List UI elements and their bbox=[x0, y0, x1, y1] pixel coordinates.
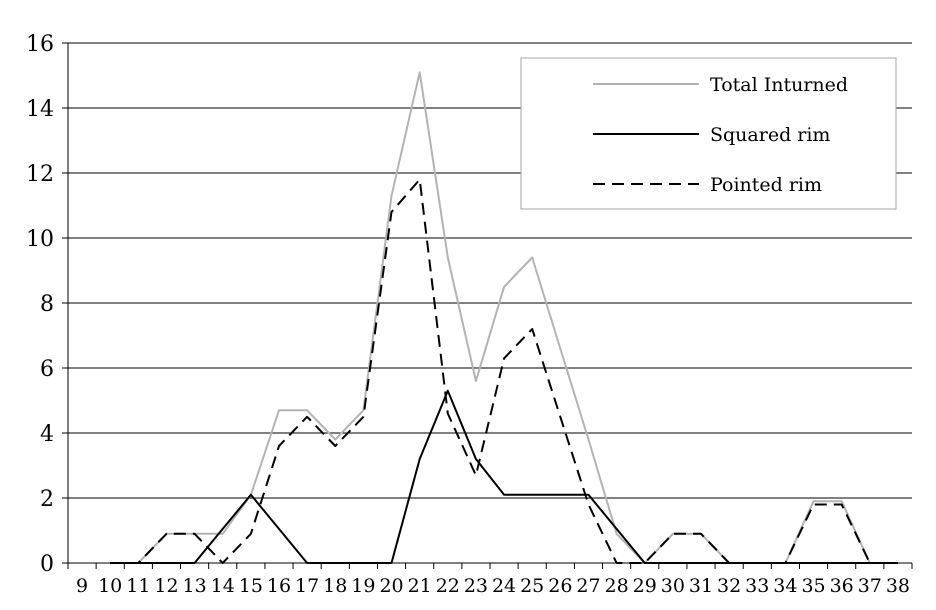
gridlines bbox=[68, 42, 912, 499]
x-tick-label: 17 bbox=[295, 575, 319, 597]
x-tick-label: 35 bbox=[801, 575, 825, 597]
y-tick-label: 4 bbox=[40, 422, 54, 447]
x-tick-label: 28 bbox=[605, 575, 629, 597]
y-axis-ticks: 0 2 4 6 8 10 12 14 16 bbox=[26, 32, 68, 577]
x-axis-ticks: 9 10 11 12 13 14 15 16 17 18 19 20 21 22 23 24 25 26 27 28 2… bbox=[67, 563, 913, 597]
legend-label: Pointed rim bbox=[710, 174, 822, 196]
legend-label: Squared rim bbox=[710, 124, 830, 146]
y-tick-label: 0 bbox=[40, 552, 54, 577]
x-tick-label: 14 bbox=[211, 575, 235, 597]
x-tick-label: 32 bbox=[717, 575, 741, 597]
x-tick-label: 16 bbox=[267, 575, 291, 597]
x-tick-label: 34 bbox=[773, 575, 797, 597]
legend: Total Inturned Squared rim Pointed rim bbox=[520, 57, 897, 210]
x-tick-label: 37 bbox=[858, 575, 882, 597]
x-tick-label: 24 bbox=[492, 575, 516, 597]
x-tick-label: 11 bbox=[126, 575, 150, 597]
x-tick-label: 27 bbox=[576, 575, 600, 597]
x-tick-label: 12 bbox=[154, 575, 178, 597]
x-tick-label: 9 bbox=[76, 575, 88, 597]
y-tick-label: 8 bbox=[40, 292, 54, 317]
y-tick-label: 16 bbox=[26, 32, 54, 57]
x-tick-label: 13 bbox=[183, 575, 207, 597]
y-tick-label: 6 bbox=[40, 357, 54, 382]
x-tick-label: 20 bbox=[379, 575, 403, 597]
x-tick-label: 15 bbox=[239, 575, 263, 597]
series-line-squared-rim bbox=[110, 389, 898, 564]
x-tick-label: 22 bbox=[436, 575, 460, 597]
y-tick-label: 12 bbox=[26, 162, 54, 187]
x-tick-label: 31 bbox=[689, 575, 713, 597]
y-tick-label: 14 bbox=[26, 97, 54, 122]
legend-label: Total Inturned bbox=[710, 74, 848, 96]
x-tick-label: 21 bbox=[408, 575, 432, 597]
x-tick-label: 36 bbox=[830, 575, 854, 597]
y-tick-label: 10 bbox=[26, 227, 54, 252]
axes bbox=[67, 43, 912, 564]
x-tick-label: 19 bbox=[351, 575, 375, 597]
x-tick-label: 23 bbox=[464, 575, 488, 597]
x-tick-label: 10 bbox=[98, 575, 122, 597]
x-tick-label: 33 bbox=[745, 575, 769, 597]
legend-box bbox=[520, 57, 897, 210]
x-tick-label: 18 bbox=[323, 575, 347, 597]
x-tick-label: 38 bbox=[886, 575, 910, 597]
x-tick-label: 29 bbox=[633, 575, 657, 597]
x-tick-label: 25 bbox=[520, 575, 544, 597]
x-tick-label: 26 bbox=[548, 575, 572, 597]
x-tick-label: 30 bbox=[661, 575, 685, 597]
y-tick-label: 2 bbox=[40, 487, 54, 512]
series-line-pointed-rim bbox=[110, 178, 898, 564]
